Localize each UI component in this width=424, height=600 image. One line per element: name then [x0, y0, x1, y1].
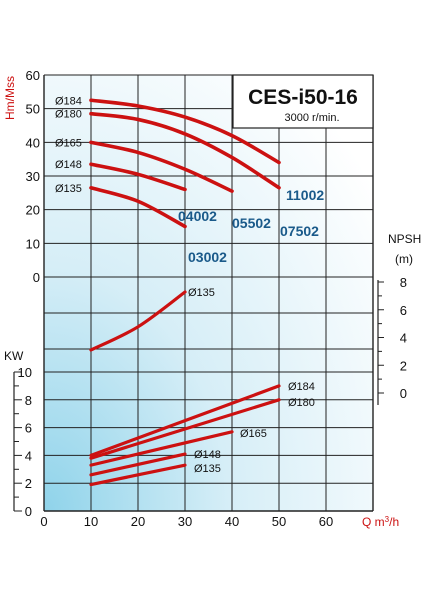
- x-tick-label: 40: [225, 514, 239, 529]
- power-curve: [89, 384, 281, 457]
- head-curve-model-label: 07502: [280, 223, 319, 239]
- head-curve-diameter-label: Ø165: [55, 137, 82, 149]
- head-curve-model-label: 05502: [232, 215, 271, 231]
- power-tick-label: 10: [18, 365, 32, 380]
- head-axis-label: Hm/Mss: [3, 76, 17, 120]
- head-curve-diameter-label: Ø135: [55, 183, 82, 195]
- power-curve: [89, 452, 187, 477]
- head-curve: [89, 98, 281, 165]
- chart-title: CES-i50-16: [248, 86, 358, 109]
- x-axis-label: Q m3/h: [362, 515, 399, 530]
- head-curve: [89, 140, 234, 193]
- head-tick-label: 20: [26, 203, 40, 218]
- power-curve-diameter-label: Ø180: [288, 397, 315, 409]
- npsh-axis-unit: (m): [395, 252, 413, 266]
- x-tick-label: 60: [319, 514, 333, 529]
- head-curve-model-label: 03002: [188, 249, 227, 265]
- chart-subtitle: 3000 r/min.: [284, 112, 339, 124]
- head-curve: [89, 185, 187, 229]
- power-tick-label: 4: [25, 448, 32, 463]
- head-curve-diameter-label: Ø184: [55, 95, 82, 107]
- head-curve-diameter-label: Ø148: [55, 159, 82, 171]
- head-tick-label: 60: [26, 68, 40, 83]
- curves: [89, 98, 281, 487]
- x-tick-label: 20: [131, 514, 145, 529]
- npsh-tick-label: 4: [400, 331, 407, 346]
- head-curve: [89, 162, 187, 192]
- power-curve-diameter-label: Ø148: [194, 449, 221, 461]
- power-curve: [89, 398, 281, 460]
- grid: [13, 74, 384, 512]
- npsh-curve: [89, 290, 187, 352]
- power-curve-diameter-label: Ø165: [240, 428, 267, 440]
- head-tick-label: 0: [33, 270, 40, 285]
- title-box: [232, 74, 374, 129]
- head-tick-label: 10: [26, 236, 40, 251]
- head-tick-label: 30: [26, 169, 40, 184]
- npsh-axis-label: NPSH: [388, 232, 421, 246]
- x-tick-label: 0: [40, 514, 47, 529]
- x-tick-label: 10: [84, 514, 98, 529]
- power-tick-label: 6: [25, 421, 32, 436]
- head-tick-label: 50: [26, 102, 40, 117]
- head-curve-diameter-label: Ø180: [55, 109, 82, 121]
- power-tick-label: 8: [25, 393, 32, 408]
- head-tick-label: 40: [26, 135, 40, 150]
- head-curve-model-label: 04002: [178, 208, 217, 224]
- npsh-tick-label: 8: [400, 275, 407, 290]
- power-curve-diameter-label: Ø184: [288, 381, 315, 393]
- npsh-tick-label: 0: [400, 386, 407, 401]
- head-curve: [89, 111, 281, 190]
- npsh-tick-label: 2: [400, 358, 407, 373]
- power-curve: [89, 463, 187, 487]
- labels: 0 10 20 30 40 50 606050403020100108642086420Ø1…: [18, 68, 407, 529]
- npsh-tick-label: 6: [400, 303, 407, 318]
- power-tick-label: 2: [25, 476, 32, 491]
- power-tick-label: 0: [25, 504, 32, 519]
- npsh-curve-diameter-label: Ø135: [188, 287, 215, 299]
- x-tick-label: 30: [178, 514, 192, 529]
- power-curve-diameter-label: Ø135: [194, 463, 221, 475]
- power-curve: [89, 430, 234, 467]
- x-tick-label: 50: [272, 514, 286, 529]
- head-curve-model-label: 11002: [286, 187, 324, 203]
- power-axis-label: KW: [4, 349, 24, 363]
